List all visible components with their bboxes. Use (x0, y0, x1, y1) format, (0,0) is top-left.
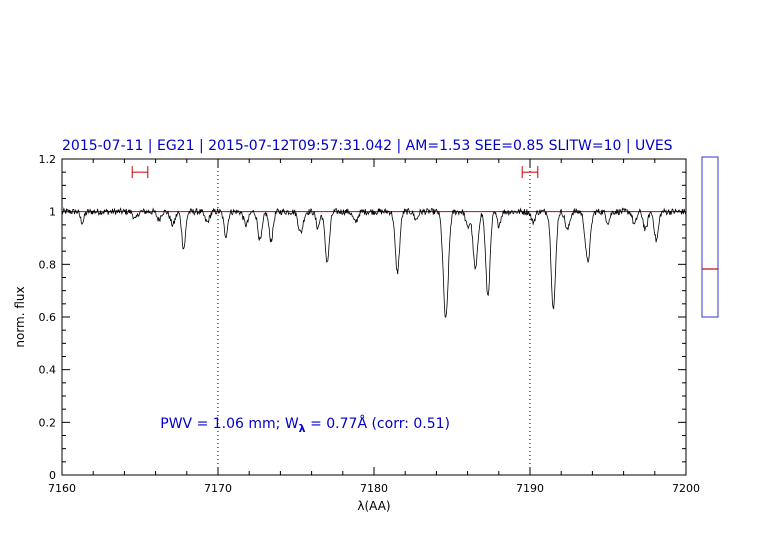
y-tick-label: 0.8 (39, 258, 57, 271)
axis-ticks (61, 158, 687, 476)
red-error-bars (131, 166, 539, 179)
x-tick-label: 7180 (360, 482, 388, 495)
x-tick-label: 7200 (672, 482, 700, 495)
x-tick-label: 7160 (48, 482, 76, 495)
red-error-bar (521, 166, 539, 179)
red-error-bar (131, 166, 149, 179)
header-title: 2015-07-11 | EG21 | 2015-07-12T09:57:31.… (62, 138, 673, 154)
axis-tick-labels: 7160 7170 7180 7190 7200 0 0.2 0.4 0.6 0.8 1 1.2 (39, 153, 701, 495)
y-tick-label: 1 (49, 206, 56, 219)
x-tick-label: 7190 (516, 482, 544, 495)
spectrum-series-line (61, 207, 687, 318)
x-axis-label: λ(AA) (357, 499, 390, 513)
y-tick-label: 0.2 (39, 416, 57, 429)
y-axis-label: norm. flux (13, 286, 27, 347)
pwv-annotation: PWV = 1.06 mm; Wλ = 0.77Å (corr: 0.51) (138, 415, 463, 435)
x-tick-label: 7170 (204, 482, 232, 495)
side-gauge (701, 156, 719, 318)
y-tick-label: 0 (49, 469, 56, 482)
y-tick-label: 0.6 (39, 311, 57, 324)
y-tick-label: 1.2 (39, 153, 57, 166)
annotation-suffix: = 0.77Å (corr: 0.51) (306, 415, 450, 432)
annotation-subscript: λ (299, 422, 306, 435)
y-tick-label: 0.4 (39, 364, 57, 377)
annotation-prefix: PWV = 1.06 mm; W (160, 416, 299, 432)
